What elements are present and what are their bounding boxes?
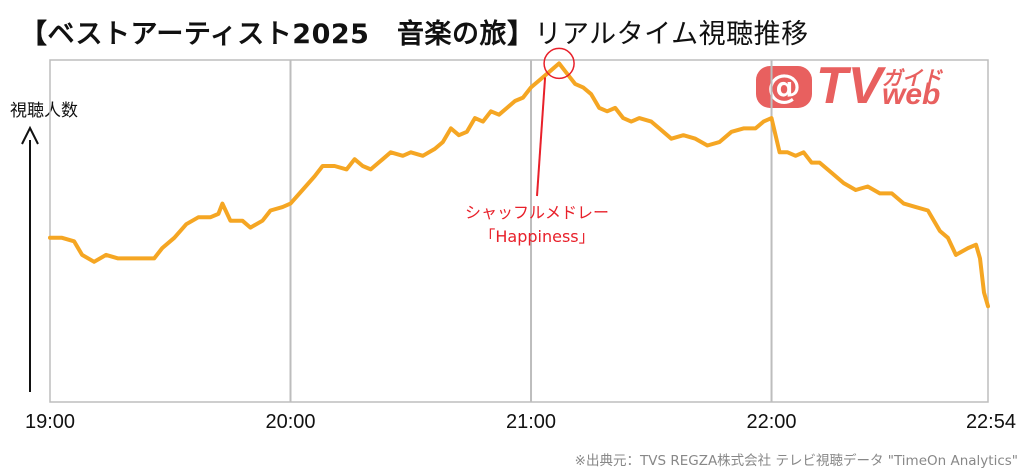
logo-at-mark: @	[756, 66, 812, 108]
plot-frame	[49, 59, 989, 403]
y-axis-label: 視聴人数	[10, 101, 78, 121]
x-tick-label: 22:00	[747, 411, 797, 433]
series-line	[48, 61, 990, 309]
x-tick-label: 19:00	[25, 411, 75, 433]
annotation-label: 「Happiness」	[479, 227, 594, 246]
chart-title: 【ベストアーティスト2025 音楽の旅】リアルタイム視聴推移	[20, 12, 809, 51]
logo-web: web	[882, 78, 941, 111]
x-tick-label: 21:00	[506, 411, 556, 433]
annotation-leader-line	[536, 77, 547, 197]
x-tick-label: 22:54	[966, 411, 1016, 433]
chart-title-sub: リアルタイム視聴推移	[534, 19, 809, 50]
logo-kana: ガイド	[882, 66, 942, 90]
chart-title-main: 【ベストアーティスト2025 音楽の旅】	[20, 19, 535, 50]
annotation-label: シャッフルメドレー	[465, 203, 609, 222]
source-note: ※出典元：TVS REGZA株式会社 テレビ視聴データ "TimeOn Anal…	[574, 453, 1018, 469]
annotation-circle	[543, 47, 575, 80]
x-tick-label: 20:00	[265, 411, 315, 433]
logo-tv: TV	[816, 57, 883, 115]
y-axis-arrowhead-icon	[21, 125, 39, 145]
tvguide-web-logo[interactable]: @ TV ガイド web	[756, 58, 978, 114]
